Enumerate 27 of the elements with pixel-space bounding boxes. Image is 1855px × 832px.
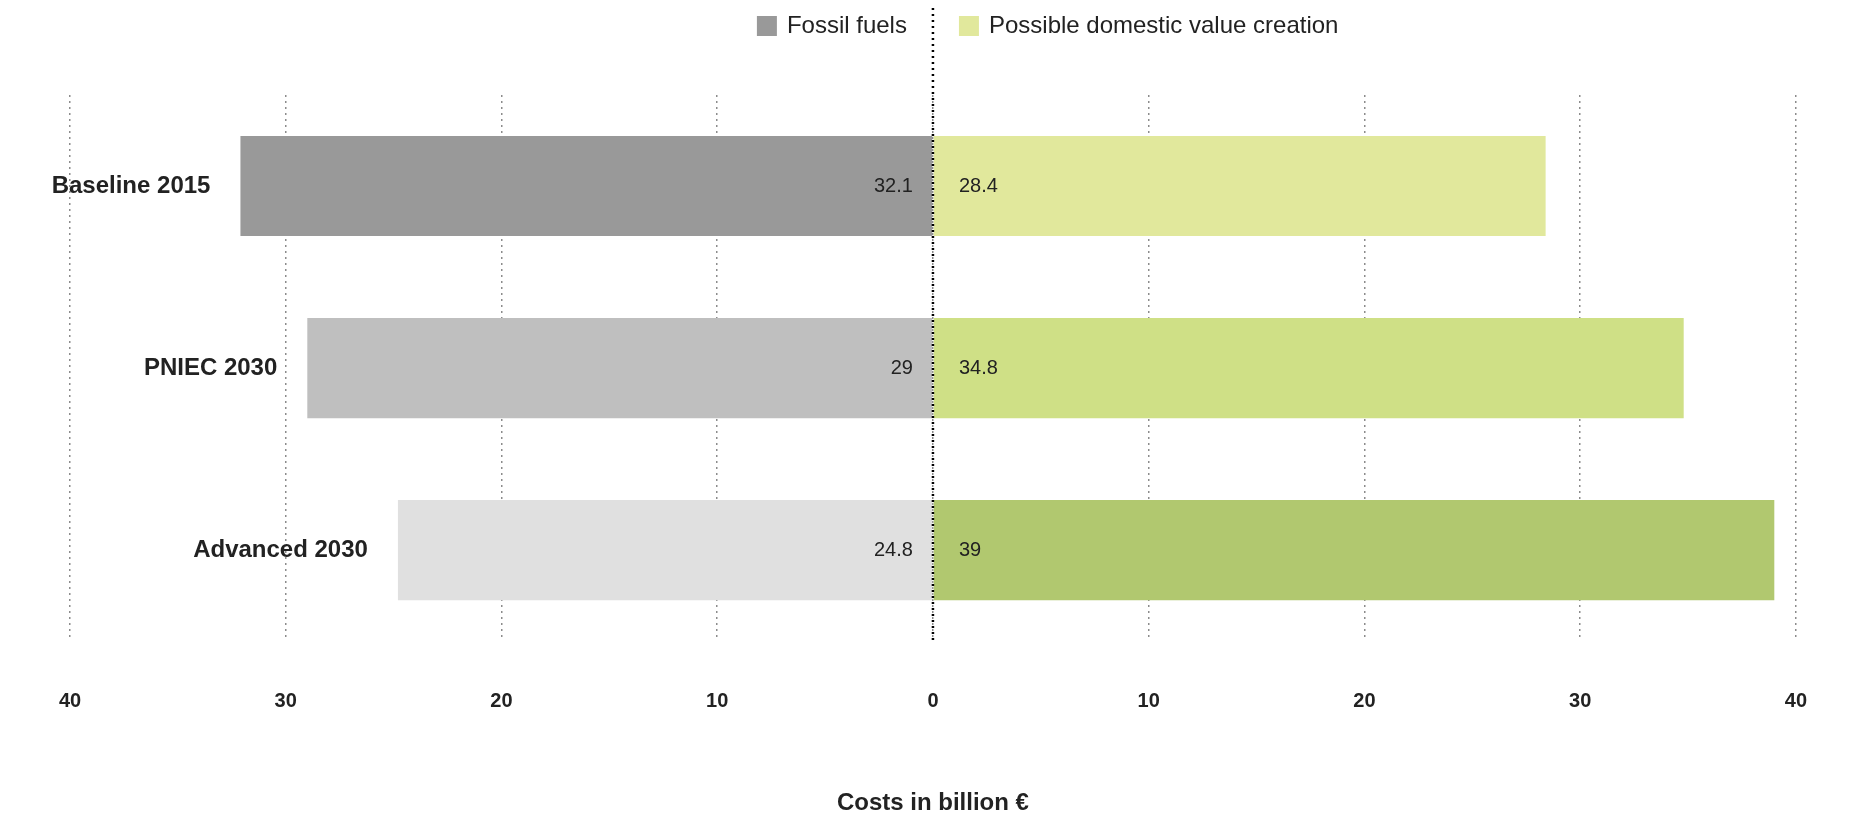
x-tick-label: 20: [490, 688, 513, 711]
bar: [307, 318, 933, 419]
y-tick-label: PNIEC 2030: [143, 352, 278, 380]
data-label: 39: [958, 537, 982, 560]
data-label: 28.4: [958, 173, 998, 196]
data-label: 34.8: [958, 355, 998, 378]
legend-label: Possible domestic value creation: [988, 10, 1339, 38]
bar: [933, 135, 1546, 237]
data-label: 24.8: [874, 537, 913, 560]
y-tick-label: Baseline 2015: [51, 170, 211, 198]
x-tick-label: 0: [927, 688, 939, 711]
x-tick-label: 30: [274, 688, 297, 711]
bar: [933, 318, 1684, 419]
bar: [240, 135, 933, 237]
x-tick-label: 30: [1569, 688, 1592, 711]
x-tick-label: 10: [706, 688, 729, 711]
data-label: 32.1: [874, 173, 913, 196]
x-tick-label: 10: [1137, 688, 1160, 711]
x-tick-label: 20: [1353, 688, 1376, 711]
x-tick-label: 40: [1784, 688, 1807, 711]
x-tick-label: 40: [58, 688, 82, 711]
bar: [933, 500, 1775, 601]
bar: [397, 500, 933, 601]
legend-label: Fossil fuels: [786, 10, 907, 38]
x-axis-title: Costs in billion €: [836, 788, 1029, 816]
y-tick-label: Advanced 2030: [193, 534, 368, 562]
data-label: 29: [890, 355, 913, 378]
